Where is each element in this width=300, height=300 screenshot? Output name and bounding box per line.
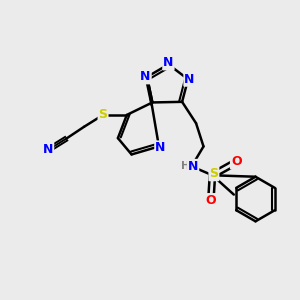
Text: N: N xyxy=(155,141,166,154)
Text: S: S xyxy=(98,108,107,121)
Text: S: S xyxy=(209,167,218,180)
Text: H: H xyxy=(181,161,189,171)
Text: N: N xyxy=(43,142,53,156)
Text: N: N xyxy=(163,56,174,69)
Text: N: N xyxy=(140,70,151,83)
Text: O: O xyxy=(231,155,242,168)
Text: O: O xyxy=(206,194,216,207)
Text: N: N xyxy=(188,160,198,173)
Text: N: N xyxy=(184,73,195,86)
